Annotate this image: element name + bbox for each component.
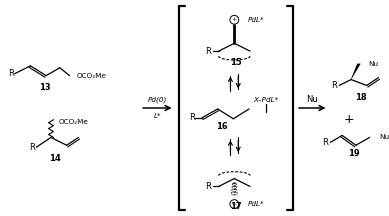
Text: X–PdL*: X–PdL* bbox=[253, 97, 278, 103]
Text: R: R bbox=[189, 113, 195, 122]
Text: 18: 18 bbox=[355, 93, 366, 102]
Text: +: + bbox=[344, 113, 354, 126]
Text: Nu: Nu bbox=[379, 134, 389, 140]
Text: R: R bbox=[205, 47, 211, 56]
Polygon shape bbox=[351, 64, 360, 79]
Text: R: R bbox=[30, 143, 35, 152]
Text: PdL*: PdL* bbox=[247, 201, 264, 207]
Text: L*: L* bbox=[154, 113, 161, 119]
Text: OCO₂Me: OCO₂Me bbox=[59, 119, 88, 125]
Text: 13: 13 bbox=[39, 83, 51, 92]
Text: R: R bbox=[322, 138, 328, 147]
Text: Pd(0): Pd(0) bbox=[148, 97, 167, 103]
Text: Nu: Nu bbox=[307, 95, 318, 104]
Text: OCO₂Me: OCO₂Me bbox=[76, 73, 106, 79]
Text: 15: 15 bbox=[230, 58, 242, 67]
Text: +: + bbox=[232, 17, 237, 22]
Text: R: R bbox=[8, 69, 14, 78]
Text: 16: 16 bbox=[216, 122, 228, 131]
Text: R: R bbox=[205, 182, 211, 191]
Text: PdL*: PdL* bbox=[247, 17, 264, 23]
Text: 17: 17 bbox=[230, 202, 242, 211]
Text: +: + bbox=[232, 202, 237, 206]
Text: 19: 19 bbox=[348, 149, 360, 158]
Text: R: R bbox=[331, 81, 337, 90]
Text: Nu: Nu bbox=[369, 61, 379, 67]
Text: 14: 14 bbox=[49, 154, 61, 164]
